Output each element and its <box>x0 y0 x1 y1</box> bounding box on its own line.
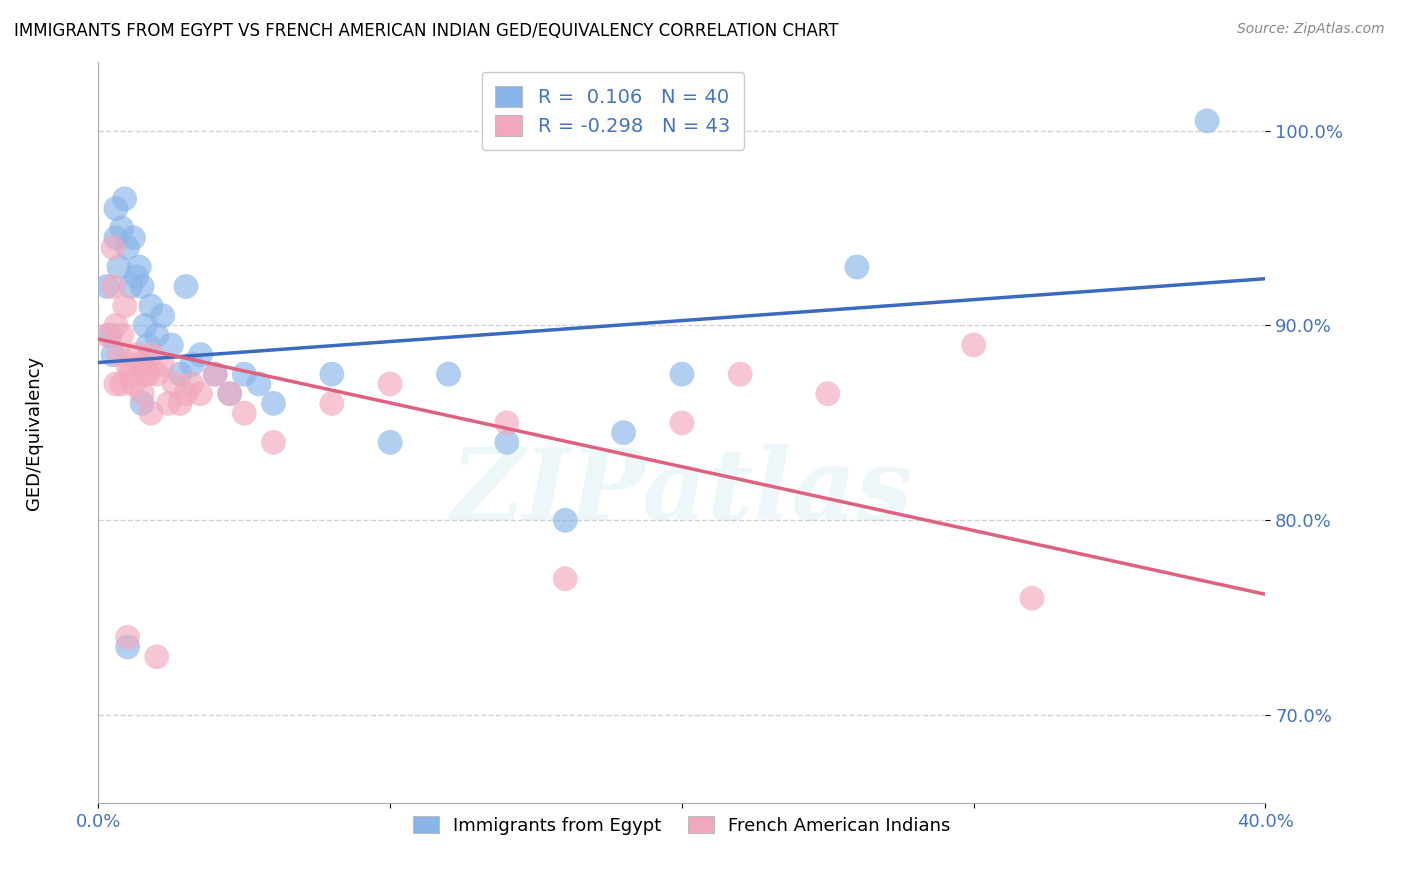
Point <box>117 240 139 255</box>
Point <box>120 279 142 293</box>
Point <box>262 435 284 450</box>
Point <box>190 348 212 362</box>
Point <box>204 367 226 381</box>
Point <box>146 328 169 343</box>
Point <box>180 358 202 372</box>
Point <box>111 328 134 343</box>
Point <box>146 367 169 381</box>
Point <box>321 367 343 381</box>
Point <box>180 376 202 391</box>
Point <box>233 367 256 381</box>
Point <box>218 386 240 401</box>
Point <box>131 279 153 293</box>
Point <box>190 386 212 401</box>
Point <box>117 630 139 644</box>
Point <box>108 348 131 362</box>
Point <box>117 358 139 372</box>
Point <box>496 435 519 450</box>
Point <box>152 309 174 323</box>
Point <box>1021 591 1043 606</box>
Point <box>136 338 159 352</box>
Point <box>139 299 162 313</box>
Point <box>169 396 191 410</box>
Point <box>139 348 162 362</box>
Point <box>554 572 576 586</box>
Text: Source: ZipAtlas.com: Source: ZipAtlas.com <box>1237 22 1385 37</box>
Point <box>817 386 839 401</box>
Point <box>612 425 634 440</box>
Point <box>117 640 139 654</box>
Point <box>218 386 240 401</box>
Point <box>101 240 124 255</box>
Point <box>101 348 124 362</box>
Point <box>174 386 197 401</box>
Point <box>437 367 460 381</box>
Point <box>98 328 121 343</box>
Point <box>131 386 153 401</box>
Point <box>233 406 256 420</box>
Point <box>163 376 186 391</box>
Point <box>122 376 145 391</box>
Point <box>108 260 131 274</box>
Point <box>128 260 150 274</box>
Point <box>104 318 127 333</box>
Point <box>157 396 180 410</box>
Point <box>120 367 142 381</box>
Point <box>380 435 402 450</box>
Point <box>247 376 270 391</box>
Legend: Immigrants from Egypt, French American Indians: Immigrants from Egypt, French American I… <box>406 809 957 842</box>
Point <box>262 396 284 410</box>
Point <box>101 279 124 293</box>
Point <box>152 358 174 372</box>
Point <box>160 338 183 352</box>
Point <box>122 231 145 245</box>
Point <box>139 406 162 420</box>
Point <box>136 367 159 381</box>
Point <box>111 376 134 391</box>
Point <box>962 338 984 352</box>
Point <box>380 376 402 391</box>
Text: IMMIGRANTS FROM EGYPT VS FRENCH AMERICAN INDIAN GED/EQUIVALENCY CORRELATION CHAR: IMMIGRANTS FROM EGYPT VS FRENCH AMERICAN… <box>14 22 838 40</box>
Point <box>134 318 156 333</box>
Point <box>174 279 197 293</box>
Text: ZIPatlas: ZIPatlas <box>451 443 912 540</box>
Point <box>134 367 156 381</box>
Point <box>1195 114 1218 128</box>
Point <box>204 367 226 381</box>
Point <box>111 221 134 235</box>
Point <box>131 396 153 410</box>
Point <box>104 231 127 245</box>
Point <box>671 367 693 381</box>
Point <box>131 358 153 372</box>
Point <box>96 279 118 293</box>
Point <box>496 416 519 430</box>
Point <box>554 513 576 527</box>
Point <box>104 202 127 216</box>
Point <box>146 649 169 664</box>
Point <box>730 367 752 381</box>
Point <box>321 396 343 410</box>
Point <box>671 416 693 430</box>
Y-axis label: GED/Equivalency: GED/Equivalency <box>25 356 42 509</box>
Point <box>114 192 136 206</box>
Point <box>96 328 118 343</box>
Point <box>114 299 136 313</box>
Point <box>128 358 150 372</box>
Point <box>104 376 127 391</box>
Point <box>169 367 191 381</box>
Point <box>125 269 148 284</box>
Point <box>125 348 148 362</box>
Point <box>846 260 869 274</box>
